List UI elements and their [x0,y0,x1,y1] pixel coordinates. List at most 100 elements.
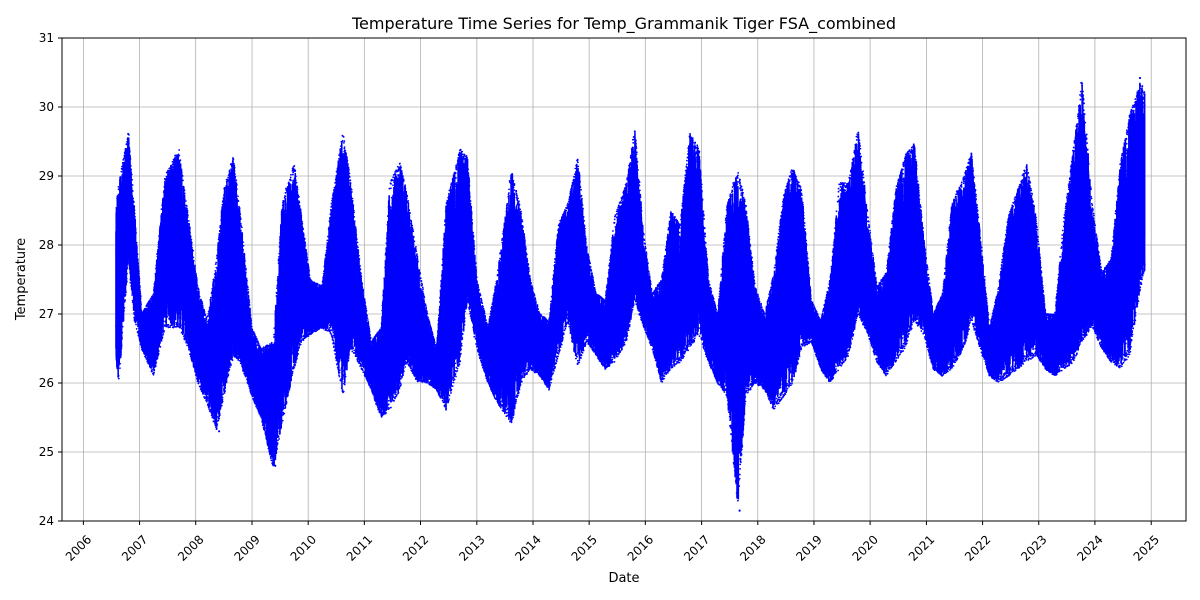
data-point [303,238,306,240]
data-point [295,181,298,184]
data-point [182,179,184,182]
data-point [154,365,157,368]
data-point [157,350,160,352]
data-point [185,205,188,207]
data-point [297,349,300,352]
data-point [149,299,152,302]
data-point [231,352,233,355]
data-point [229,363,232,365]
data-point [248,304,251,306]
data-point [234,173,236,175]
data-point [180,324,183,327]
data-point [128,150,131,153]
data-point [233,170,236,172]
data-point [138,281,141,284]
data-point [298,346,301,349]
data-point [198,295,201,298]
data-point [284,407,287,409]
data-point [205,400,208,403]
data-point [281,419,284,422]
data-point [181,175,184,177]
data-point [159,341,162,344]
data-point [137,265,140,268]
data-point [255,338,258,341]
data-point [138,279,141,282]
data-point [235,184,238,186]
data-point [131,294,134,296]
data-point [190,238,193,241]
data-point [220,404,223,407]
data-point [306,258,309,261]
data-point [218,417,221,420]
data-point [298,206,301,208]
data-point [119,176,122,178]
data-point [273,461,276,464]
data-point [288,388,291,391]
data-point [157,352,160,355]
data-point [215,427,218,430]
data-point [223,193,226,196]
data-point [192,249,195,252]
data-point [125,277,128,280]
data-point [264,348,267,351]
data-point [180,184,183,187]
data-point [291,370,294,373]
data-point [302,234,305,237]
data-point [128,133,130,136]
data-point [290,173,292,176]
data-point [197,289,200,291]
data-point [304,242,307,245]
data-point [137,262,140,265]
data-point [206,399,209,401]
data-point [278,438,280,440]
data-point [135,323,137,326]
data-point [277,436,280,438]
data-point [243,366,246,369]
data-point [187,219,190,222]
data-point [235,188,238,191]
data-point [245,284,248,286]
data-point [161,336,164,339]
data-point [307,335,310,337]
data-point [126,262,129,264]
data-point [179,159,182,162]
data-point [140,308,142,311]
data-point [284,195,287,198]
data-point [186,216,189,218]
data-point [293,164,296,167]
data-point [244,271,247,274]
data-point [124,290,127,293]
data-point [195,278,198,280]
data-point [135,241,138,244]
data-point [289,384,291,387]
data-point [216,425,218,427]
data-point [180,181,183,184]
data-point [238,207,241,209]
data-point [210,296,212,299]
data-point [179,311,182,313]
data-point [231,358,234,361]
data-point [299,209,302,212]
data-point [296,357,298,360]
data-point [294,175,297,178]
data-point [226,372,229,375]
data-point [289,354,292,357]
data-point [287,391,290,393]
data-point [171,160,174,163]
data-point [117,374,120,377]
data-point [276,448,279,450]
data-point [197,382,200,384]
data-point [119,362,122,365]
data-point [305,249,308,252]
data-point [160,329,163,332]
data-point [207,314,210,317]
data-point [124,299,126,301]
data-point [244,265,247,268]
data-point [296,188,299,191]
data-point [233,164,236,167]
data-point [139,297,142,300]
data-point [120,343,123,346]
data-point [254,335,257,338]
data-point [243,257,246,260]
